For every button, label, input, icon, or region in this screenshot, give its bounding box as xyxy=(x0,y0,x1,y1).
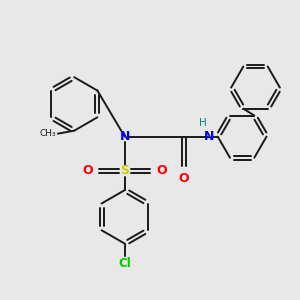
Text: Cl: Cl xyxy=(118,257,131,270)
Text: N: N xyxy=(119,130,130,143)
Text: O: O xyxy=(179,172,190,185)
Text: N: N xyxy=(204,130,214,143)
Text: H: H xyxy=(199,118,207,128)
Text: S: S xyxy=(120,164,129,177)
Text: CH₃: CH₃ xyxy=(40,129,56,138)
Text: O: O xyxy=(82,164,93,177)
Text: O: O xyxy=(157,164,167,177)
